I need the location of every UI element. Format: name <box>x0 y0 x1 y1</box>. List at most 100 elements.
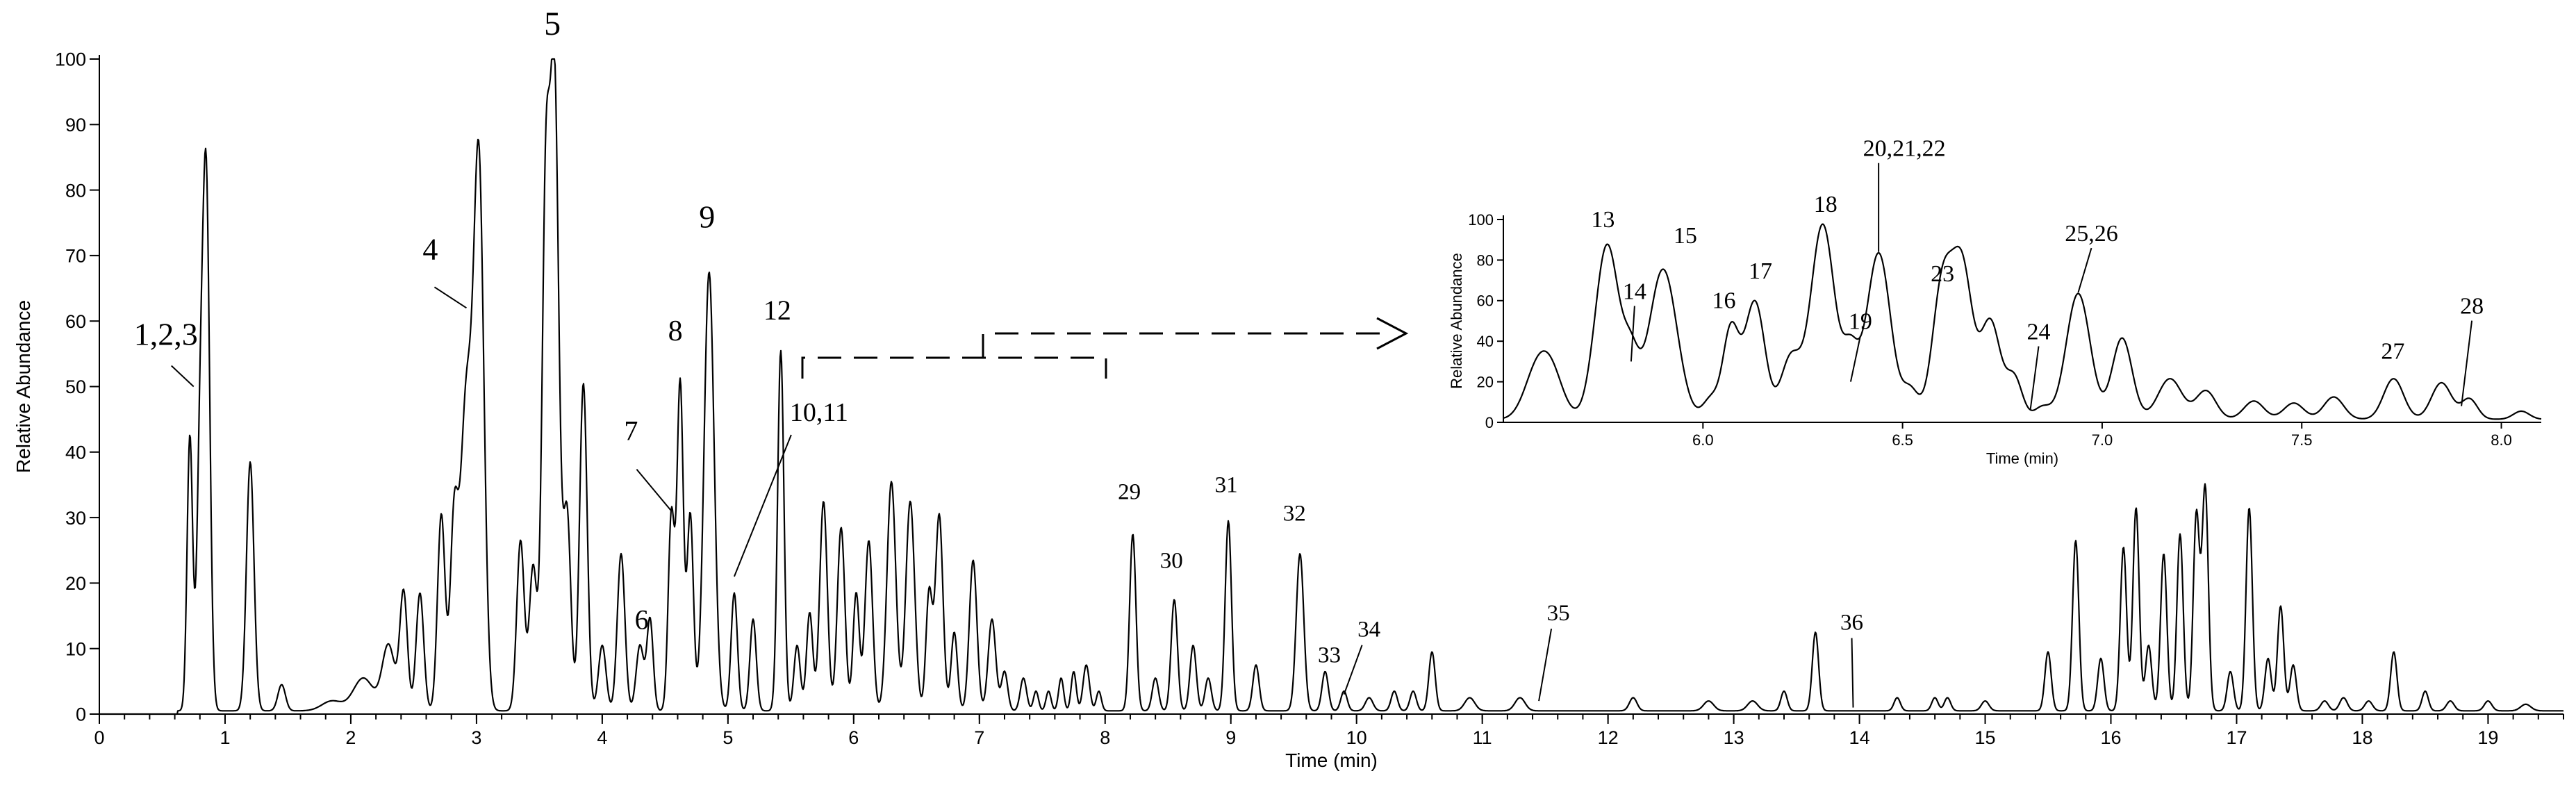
zoom-connector <box>982 332 1389 358</box>
inset-y-tick-label: 40 <box>1477 333 1494 350</box>
main-plot: 0 1 2 3 4 5 6 7 8 9 10 11 12 13 14 15 16 17 18 190102030405… <box>13 6 2564 771</box>
main-x-tick-label: 0 <box>94 727 104 748</box>
inset-x-tick-label: 8.0 <box>2491 431 2512 449</box>
inset-y-tick-label: 0 <box>1485 414 1494 431</box>
inset-y-tick-label: 60 <box>1477 292 1494 310</box>
main-peak-label: 7 <box>624 415 638 447</box>
main-x-tick-label: 15 <box>1975 727 1996 748</box>
main-y-axis-title: Relative Abundance <box>13 300 34 473</box>
inset-plot: 6.0 6.5 7.0 7.5 8.0 0 20 40 60 80 100 Time (min) R… <box>1448 136 2542 467</box>
main-peak-label: 1,2,3 <box>134 317 198 352</box>
main-annotation-leader <box>636 469 672 512</box>
main-peak-label: 35 <box>1547 601 1570 626</box>
main-peak-annotations: 1,2,3 4 5 6 7 8 9 10,11 12 29 30 31 32 33 34 35 36 <box>134 6 1863 708</box>
inset-peak-label: 27 <box>2381 339 2404 365</box>
inset-peak-annotations: 13 14 15 16 17 18 19 20,21,22 23 24 25,26 27 28 <box>1591 136 2484 411</box>
zoom-indicator <box>801 317 1409 379</box>
main-x-tick-label: 8 <box>1100 727 1110 748</box>
inset-peak-label: 20,21,22 <box>1863 136 1946 162</box>
inset-peak-label: 25,26 <box>2065 221 2118 247</box>
main-peak-label: 30 <box>1160 549 1183 574</box>
inset-y-tick-label: 100 <box>1468 211 1494 229</box>
main-x-tick-label: 9 <box>1225 727 1236 748</box>
main-y-tick-label: 90 <box>65 115 86 135</box>
main-x-axis-title: Time (min) <box>1285 750 1378 771</box>
inset-x-tick-label: 7.0 <box>2092 431 2113 449</box>
main-peak-label: 6 <box>635 604 649 636</box>
main-y-tick-label: 50 <box>65 376 86 397</box>
main-annotation-leader <box>1538 628 1553 702</box>
main-peak-label: 5 <box>544 6 561 42</box>
main-x-tick-label: 7 <box>974 727 984 748</box>
inset-peak-label: 17 <box>1749 258 1772 284</box>
main-y-tick-label: 40 <box>65 442 86 463</box>
inset-peak-label: 18 <box>1814 192 1838 217</box>
inset-annotation-leader <box>2029 346 2040 411</box>
inset-x-tick-label: 7.5 <box>2291 431 2313 449</box>
inset-peak-label: 14 <box>1623 279 1646 304</box>
main-x-tick-label: 4 <box>597 727 607 748</box>
main-x-tick-label: 19 <box>2477 727 2498 748</box>
main-peak-label: 36 <box>1840 611 1863 636</box>
main-y-tick-label: 10 <box>65 638 86 659</box>
inset-y-axis-title: Relative Abundance <box>1448 253 1465 389</box>
main-y-tick-label: 30 <box>65 508 86 529</box>
main-peak-label: 8 <box>668 315 683 347</box>
main-peak-label: 34 <box>1357 618 1380 643</box>
main-x-tick-label: 11 <box>1473 727 1492 748</box>
inset-y-tick-label: 20 <box>1477 374 1494 391</box>
main-peak-label: 10,11 <box>790 398 848 427</box>
inset-peak-label: 13 <box>1591 207 1615 233</box>
main-y-tick-label: 100 <box>55 49 86 70</box>
main-x-tick-label: 16 <box>2100 727 2121 748</box>
inset-x-tick-label: 6.0 <box>1692 431 1714 449</box>
inset-annotation-leader <box>2461 320 2473 406</box>
inset-peak-label: 15 <box>1674 223 1697 249</box>
main-x-tick-label: 1 <box>220 727 230 748</box>
main-peak-label: 9 <box>699 199 715 234</box>
main-y-tick-label: 20 <box>65 573 86 594</box>
main-peak-label: 31 <box>1215 473 1238 498</box>
main-annotation-leader <box>1343 645 1363 695</box>
main-annotation-leader <box>1851 638 1854 708</box>
main-peak-label: 4 <box>422 232 438 266</box>
main-y-tick-label: 60 <box>65 311 86 332</box>
main-annotation-leader <box>171 365 195 388</box>
main-peak-label: 12 <box>763 295 791 326</box>
inset-annotation-leader <box>2077 247 2092 293</box>
main-y-tick-label: 70 <box>65 246 86 267</box>
main-x-tick-label: 3 <box>471 727 481 748</box>
inset-peak-label: 28 <box>2460 294 2484 320</box>
inset-peak-label: 24 <box>2026 319 2050 345</box>
main-x-tick-label: 2 <box>345 727 356 748</box>
main-annotation-leader <box>733 434 792 577</box>
main-x-tick-label: 5 <box>723 727 733 748</box>
inset-annotation-leader <box>1849 336 1861 382</box>
inset-peak-label: 23 <box>1931 261 1954 287</box>
main-x-tick-label: 17 <box>2226 727 2247 748</box>
zoom-arrowhead <box>1376 317 1409 350</box>
main-x-tick-label: 6 <box>848 727 859 748</box>
main-y-tick-label: 0 <box>76 704 86 725</box>
inset-peak-label: 16 <box>1712 288 1736 314</box>
main-x-tick-label: 14 <box>1849 727 1870 748</box>
main-chromatogram-trace <box>99 58 2564 715</box>
inset-chromatogram-trace <box>1503 223 2542 420</box>
main-x-tick-label: 10 <box>1346 727 1367 748</box>
zoom-bracket <box>801 356 1107 379</box>
inset-annotation-leader <box>1630 306 1635 362</box>
main-x-tick-label: 13 <box>1724 727 1744 748</box>
main-x-tick-label: 18 <box>2352 727 2372 748</box>
inset-x-axis-title: Time (min) <box>1986 450 2058 467</box>
main-peak-label: 29 <box>1118 479 1141 504</box>
inset-x-tick-label: 6.5 <box>1892 431 1913 449</box>
inset-y-tick-label: 80 <box>1477 251 1494 269</box>
inset-peak-label: 19 <box>1849 309 1872 335</box>
main-annotation-leader <box>434 286 467 309</box>
inset-axis-ticks: 6.0 6.5 7.0 7.5 8.0 0 20 40 60 80 100 <box>1468 211 2512 449</box>
main-x-tick-label: 12 <box>1598 727 1619 748</box>
main-y-tick-label: 80 <box>65 180 86 201</box>
main-axis-ticks: 0 1 2 3 4 5 6 7 8 9 10 11 12 13 14 15 16 17 18 190102030405… <box>55 49 2564 748</box>
